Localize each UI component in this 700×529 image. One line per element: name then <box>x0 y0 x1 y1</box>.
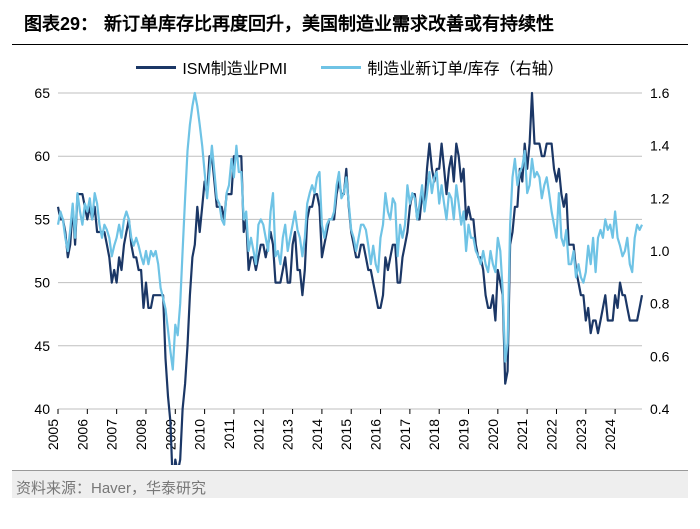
figure-number-label: 图表29： <box>24 10 98 36</box>
chart-area: 40 45 50 55 60 65 0.4 0.6 0.8 1.0 1.2 1.4 1.6 2005 200… <box>12 85 688 470</box>
svg-text:65: 65 <box>34 85 50 101</box>
legend-label-1: ISM制造业PMI <box>182 55 287 79</box>
svg-text:2008: 2008 <box>133 419 149 450</box>
svg-text:0.8: 0.8 <box>650 296 670 312</box>
svg-text:1.0: 1.0 <box>650 243 670 259</box>
svg-text:2021: 2021 <box>514 419 530 450</box>
svg-text:2017: 2017 <box>397 419 413 450</box>
svg-text:2023: 2023 <box>573 419 589 450</box>
svg-text:2020: 2020 <box>485 419 501 450</box>
svg-text:2022: 2022 <box>543 419 559 450</box>
svg-text:0.6: 0.6 <box>650 348 670 364</box>
figure-title: 新订单库存比再度回升，美国制造业需求改善或有持续性 <box>104 10 554 36</box>
svg-text:1.4: 1.4 <box>650 138 670 154</box>
svg-text:45: 45 <box>34 338 50 354</box>
svg-text:0.4: 0.4 <box>650 401 670 417</box>
svg-text:2005: 2005 <box>45 419 61 450</box>
svg-text:2011: 2011 <box>221 419 237 449</box>
source-label: 资料来源：Haver，华泰研究 <box>16 480 206 497</box>
svg-text:2013: 2013 <box>280 419 296 450</box>
svg-text:1.2: 1.2 <box>650 190 670 206</box>
svg-text:2015: 2015 <box>338 419 354 450</box>
legend-swatch-1 <box>136 66 176 69</box>
chart-svg: 40 45 50 55 60 65 0.4 0.6 0.8 1.0 1.2 1.4 1.6 2005 200… <box>12 85 688 465</box>
svg-text:2024: 2024 <box>602 419 618 450</box>
svg-text:2018: 2018 <box>426 419 442 450</box>
legend-item-2: 制造业新订单/库存（右轴） <box>321 55 563 79</box>
legend-label-2: 制造业新订单/库存（右轴） <box>367 55 563 79</box>
figno-word: 图表 <box>24 14 60 34</box>
svg-text:2016: 2016 <box>368 419 384 450</box>
figure-title-row: 图表29： 新订单库存比再度回升，美国制造业需求改善或有持续性 <box>12 0 688 45</box>
svg-text:2019: 2019 <box>456 419 472 450</box>
svg-text:55: 55 <box>34 211 50 227</box>
svg-text:2007: 2007 <box>104 419 120 450</box>
legend: ISM制造业PMI 制造业新订单/库存（右轴） <box>0 45 700 85</box>
svg-text:2006: 2006 <box>74 419 90 450</box>
svg-text:40: 40 <box>34 401 50 417</box>
legend-swatch-2 <box>321 66 361 69</box>
svg-text:2012: 2012 <box>250 419 266 450</box>
legend-item-1: ISM制造业PMI <box>136 55 287 79</box>
svg-text:1.6: 1.6 <box>650 85 670 101</box>
figno-colon: ： <box>80 14 98 34</box>
svg-text:50: 50 <box>34 275 50 291</box>
svg-text:2014: 2014 <box>309 419 325 450</box>
source-row: 资料来源：Haver，华泰研究 <box>12 470 688 498</box>
svg-text:2010: 2010 <box>192 419 208 450</box>
figno-num: 29 <box>60 14 80 34</box>
svg-text:60: 60 <box>34 148 50 164</box>
